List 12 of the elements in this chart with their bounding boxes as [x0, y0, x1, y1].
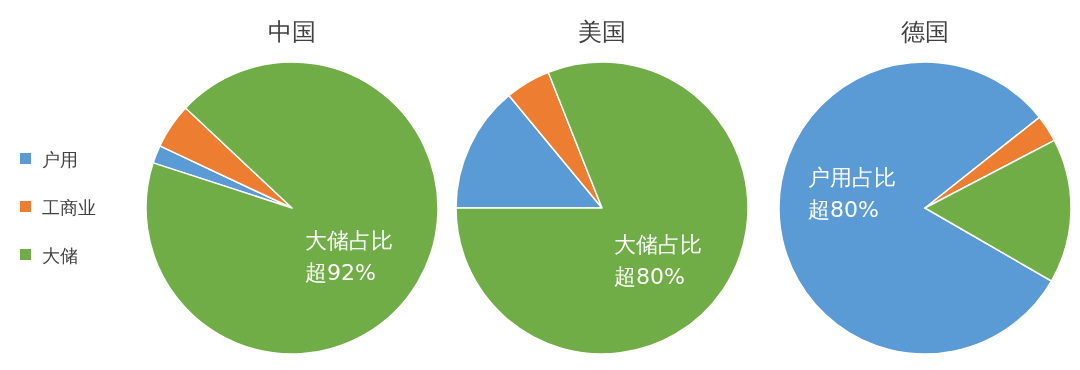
text: 超92% — [305, 260, 376, 285]
chart-title: 美国 — [578, 18, 626, 46]
legend-label: 户用 — [42, 149, 78, 170]
legend-label: 大储 — [42, 245, 78, 266]
chart-title: 德国 — [901, 18, 949, 46]
legend-label: 工商业 — [42, 197, 96, 218]
text: 大储占比 — [305, 228, 393, 253]
text: 超80% — [808, 197, 879, 222]
text: 大储占比 — [614, 232, 702, 257]
text: 户用占比 — [808, 165, 896, 190]
chart-title: 中国 — [268, 18, 316, 46]
text: 超80% — [614, 264, 685, 289]
